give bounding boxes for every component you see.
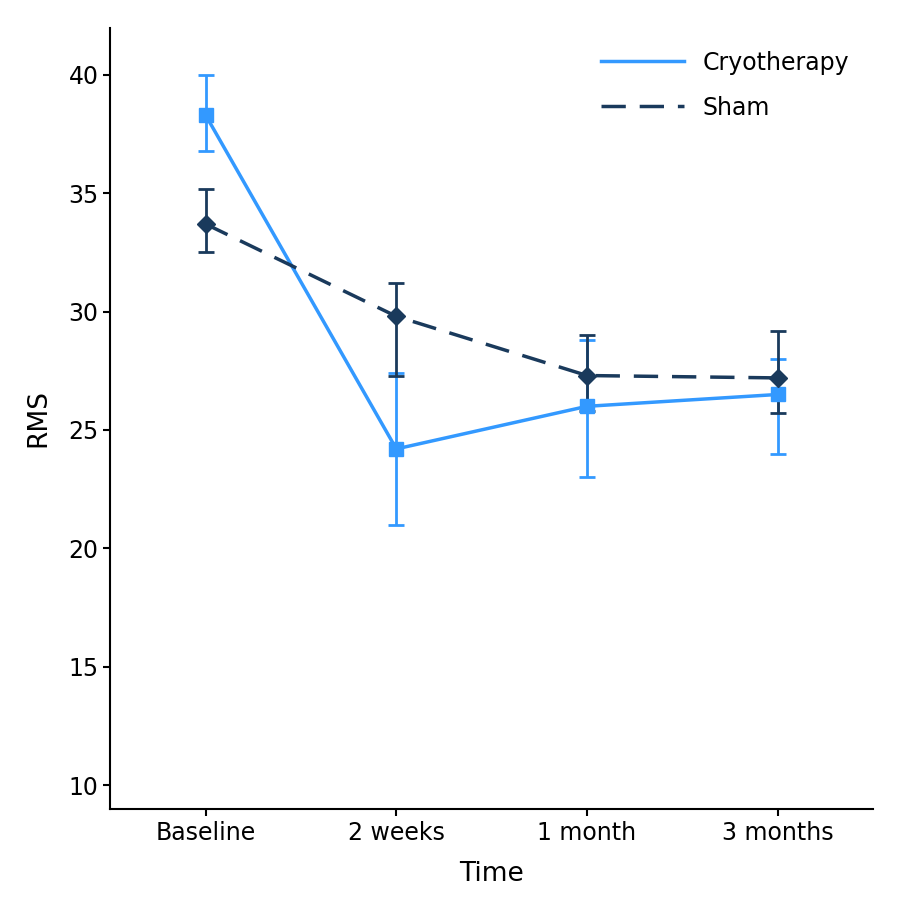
Legend: Cryotherapy, Sham: Cryotherapy, Sham [589, 40, 861, 132]
Y-axis label: RMS: RMS [26, 389, 51, 448]
X-axis label: Time: Time [460, 861, 524, 887]
